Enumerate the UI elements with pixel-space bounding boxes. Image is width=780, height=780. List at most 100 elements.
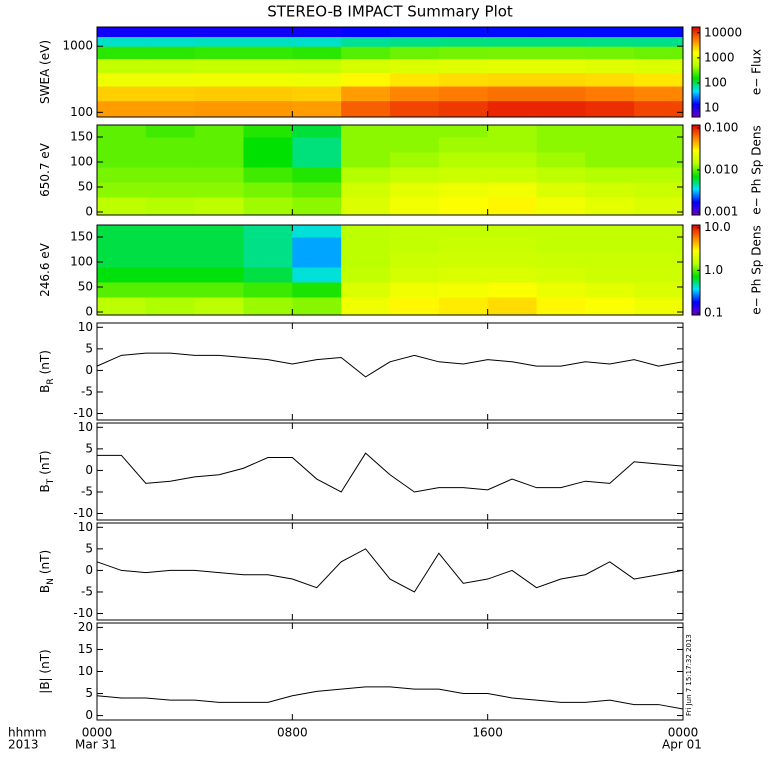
heatmap-cell [243,252,293,268]
heatmap-cell [585,267,635,283]
heatmap-cell [145,225,196,238]
heatmap-cell [634,197,684,216]
heatmap-cell [97,100,147,118]
heatmap-cell [536,72,586,87]
heatmap-cell [487,152,537,168]
heatmap-cell [487,58,537,74]
heatmap-cell [438,46,489,60]
heatmap-cell [341,46,391,60]
heatmap-cell [145,46,196,60]
y-tick-label: 5 [85,341,93,355]
heatmap-cell [585,282,635,298]
heatmap-cell [292,297,342,316]
heatmap-cell [243,225,293,238]
y-tick-label: 50 [78,280,93,294]
heatmap-cell [292,182,342,198]
heatmap-cell [145,167,196,183]
heatmap-cell [536,36,586,47]
heatmap-cell [243,167,293,183]
colorbar-tick-label: 0.010 [704,162,738,176]
heatmap-cell [390,297,440,316]
heatmap-cell [243,58,293,74]
heatmap-cell [536,297,586,316]
heatmap-cell [145,282,196,298]
heatmap-cell [585,167,635,183]
panel-frame [96,622,684,721]
y-tick-label: -10 [73,506,93,520]
timestamp: Fri Jun 7 15:17:32 2013 [685,634,693,716]
heatmap-cell [390,125,440,138]
heatmap-cell [341,197,391,216]
heatmap-cell [292,267,342,283]
heatmap-cell [243,86,293,102]
heatmap-cell [390,27,440,38]
heatmap-cell [585,152,635,168]
heatmap-cell [536,125,586,138]
heatmap-cell [341,252,391,268]
colorbar-tick-label: 100 [704,75,727,89]
colorbar-tick-label: 10000 [704,25,742,39]
heatmap-cell [585,137,635,153]
heatmap-cell [145,252,196,268]
heatmap-cell [536,152,586,168]
heatmap-cell [341,72,391,87]
heatmap-cell [97,36,147,47]
heatmap-cell [97,27,147,38]
heatmap-cell [390,86,440,102]
heatmap-cell [292,167,342,183]
heatmap-cell [194,36,244,47]
heatmap-cell [438,27,489,38]
y-tick-label: 100 [70,105,93,119]
heatmap-cell [194,27,244,38]
y-axis-label: |B| (nT) [38,649,52,693]
y-axis-label: 650.7 eV [38,142,52,197]
y-tick-label: -5 [81,584,93,598]
heatmap-cell [585,125,635,138]
date-label: Apr 01 [662,738,702,752]
heatmap-cell [292,252,342,268]
heatmap-cell [292,225,342,238]
heatmap-cell [341,58,391,74]
heatmap-cell [634,182,684,198]
heatmap-cell [341,36,391,47]
heatmap-cell [438,197,489,216]
y-axis-label: 246.6 eV [38,242,52,297]
heatmap-cell [97,58,147,74]
heatmap-cell [487,125,537,138]
panel-frame [96,322,684,421]
heatmap-cell [292,197,342,216]
heatmap-cell [585,86,635,102]
heatmap-cell [243,72,293,87]
heatmap-cell [97,267,147,283]
heatmap-cell [145,197,196,216]
heatmap-cell [390,46,440,60]
heatmap-cell [390,225,440,238]
heatmap-cell [585,197,635,216]
heatmap-cell [585,36,635,47]
heatmap-cell [634,297,684,316]
colorbar-tick-label: 1000 [704,50,735,64]
heatmap-cell [634,167,684,183]
heatmap-cell [341,282,391,298]
y-tick-label: 0 [85,563,93,577]
heatmap-cell [390,72,440,87]
heatmap-cell [341,182,391,198]
heatmap-cell [634,225,684,238]
heatmap-cell [536,86,586,102]
heatmap-cell [487,167,537,183]
heatmap-cell [536,237,586,253]
heatmap-cell [194,282,244,298]
heatmap-cell [634,72,684,87]
y-tick-label: -5 [81,484,93,498]
heatmap-cell [634,267,684,283]
heatmap-cell [536,58,586,74]
heatmap-cell [438,167,489,183]
heatmap-cell [536,282,586,298]
heatmap-cell [292,282,342,298]
colorbar-label: e− Flux [750,49,764,95]
heatmap-cell [390,182,440,198]
heatmap-cell [243,267,293,283]
heatmap-cell [243,46,293,60]
y-label-main: B [38,585,52,593]
heatmap-cell [536,252,586,268]
